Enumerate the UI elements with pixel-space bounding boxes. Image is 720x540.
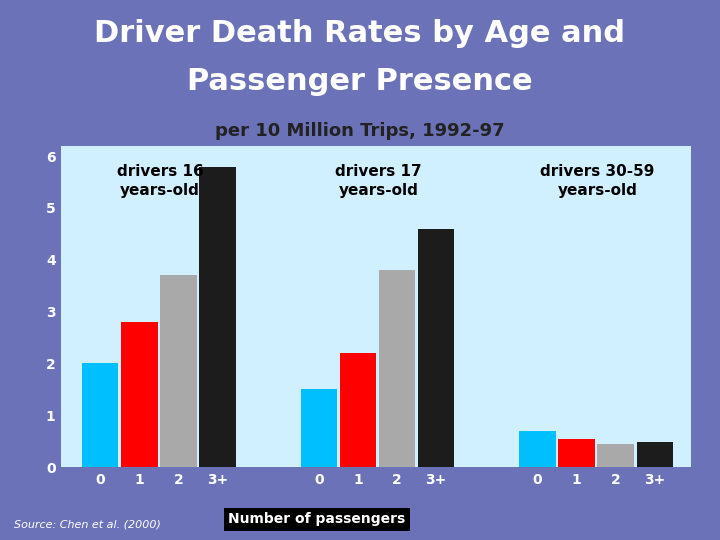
Text: drivers 30-59
years-old: drivers 30-59 years-old bbox=[540, 164, 654, 198]
Bar bbox=[340, 353, 376, 467]
Bar bbox=[82, 363, 119, 467]
Text: drivers 16
years-old: drivers 16 years-old bbox=[117, 164, 204, 198]
Bar bbox=[519, 431, 556, 467]
Bar bbox=[636, 442, 673, 467]
Text: per 10 Million Trips, 1992-97: per 10 Million Trips, 1992-97 bbox=[215, 122, 505, 139]
Bar bbox=[160, 275, 197, 467]
Text: drivers 17
years-old: drivers 17 years-old bbox=[336, 164, 422, 198]
Bar bbox=[418, 229, 454, 467]
Bar bbox=[379, 270, 415, 467]
Bar bbox=[598, 444, 634, 467]
Bar bbox=[199, 166, 235, 467]
Bar bbox=[121, 322, 158, 467]
Text: Source: Chen et al. (2000): Source: Chen et al. (2000) bbox=[14, 519, 161, 529]
Bar bbox=[559, 438, 595, 467]
Bar bbox=[301, 389, 337, 467]
Text: Driver Death Rates by Age and: Driver Death Rates by Age and bbox=[94, 19, 626, 48]
Text: Passenger Presence: Passenger Presence bbox=[187, 68, 533, 97]
Text: Number of passengers: Number of passengers bbox=[228, 512, 405, 526]
